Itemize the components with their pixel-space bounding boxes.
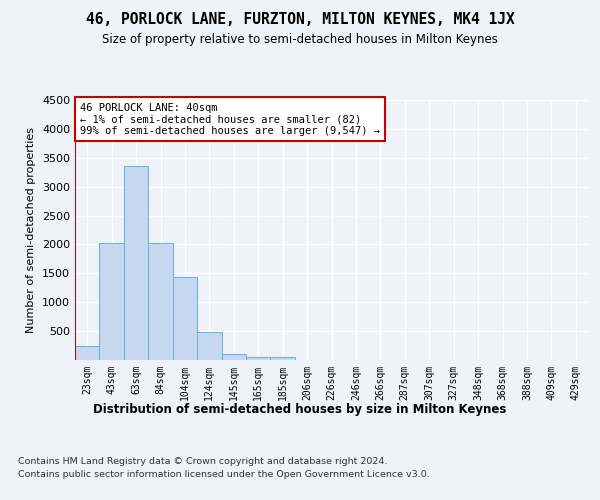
Bar: [75, 346, 100, 360]
Bar: [148, 242, 173, 360]
Bar: [100, 242, 124, 360]
Text: Contains HM Land Registry data © Crown copyright and database right 2024.: Contains HM Land Registry data © Crown c…: [18, 458, 388, 466]
Bar: [124, 166, 148, 360]
Text: 46, PORLOCK LANE, FURZTON, MILTON KEYNES, MK4 1JX: 46, PORLOCK LANE, FURZTON, MILTON KEYNES…: [86, 12, 514, 28]
Bar: [271, 357, 295, 360]
Y-axis label: Number of semi-detached properties: Number of semi-detached properties: [26, 127, 37, 333]
Text: 46 PORLOCK LANE: 40sqm
← 1% of semi-detached houses are smaller (82)
99% of semi: 46 PORLOCK LANE: 40sqm ← 1% of semi-deta…: [80, 102, 380, 136]
Bar: [173, 277, 197, 360]
Bar: [197, 332, 221, 360]
Text: Size of property relative to semi-detached houses in Milton Keynes: Size of property relative to semi-detach…: [102, 32, 498, 46]
Bar: [221, 354, 246, 360]
Text: Contains public sector information licensed under the Open Government Licence v3: Contains public sector information licen…: [18, 470, 430, 479]
Text: Distribution of semi-detached houses by size in Milton Keynes: Distribution of semi-detached houses by …: [94, 402, 506, 415]
Bar: [246, 356, 271, 360]
